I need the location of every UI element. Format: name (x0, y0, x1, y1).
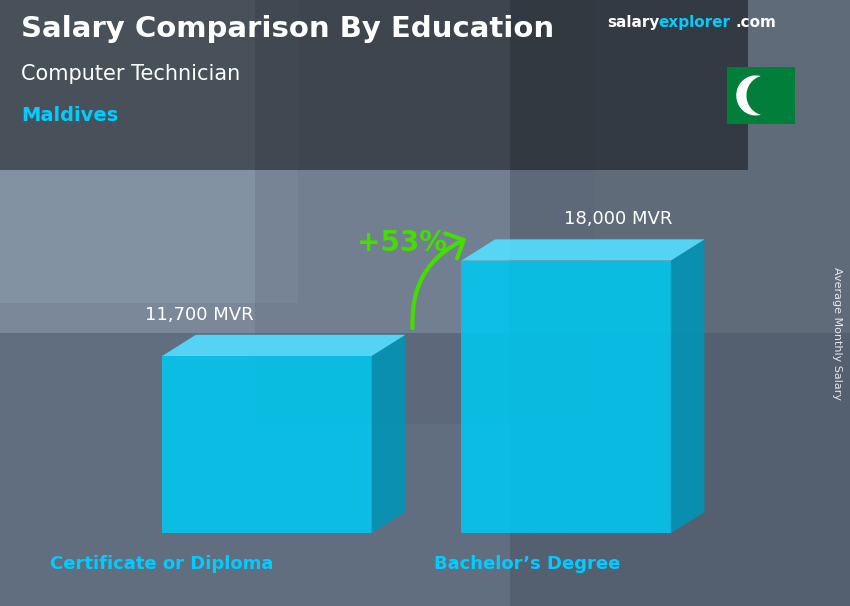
Bar (0, 333, 850, 606)
Polygon shape (747, 76, 785, 115)
Polygon shape (462, 261, 671, 533)
Polygon shape (162, 356, 371, 533)
Polygon shape (162, 335, 405, 356)
Polygon shape (371, 335, 405, 533)
Bar (510, 0, 850, 606)
Text: Salary Comparison By Education: Salary Comparison By Education (21, 15, 554, 43)
Text: +53%: +53% (356, 230, 446, 258)
Text: Bachelor’s Degree: Bachelor’s Degree (434, 554, 620, 573)
Text: Certificate or Diploma: Certificate or Diploma (50, 554, 273, 573)
Polygon shape (671, 239, 705, 533)
Text: 18,000 MVR: 18,000 MVR (564, 210, 672, 228)
Text: Maldives: Maldives (21, 106, 118, 125)
Text: 11,700 MVR: 11,700 MVR (145, 306, 254, 324)
Text: Computer Technician: Computer Technician (21, 64, 241, 84)
Bar (727, 67, 795, 124)
Bar (0, 0, 748, 170)
Polygon shape (737, 76, 774, 115)
Bar (255, 0, 595, 424)
Text: .com: .com (735, 15, 776, 30)
Bar (0, 0, 298, 303)
Text: explorer: explorer (659, 15, 731, 30)
Polygon shape (462, 239, 705, 261)
Text: Average Monthly Salary: Average Monthly Salary (832, 267, 842, 400)
FancyArrowPatch shape (412, 233, 463, 328)
Text: salary: salary (608, 15, 660, 30)
